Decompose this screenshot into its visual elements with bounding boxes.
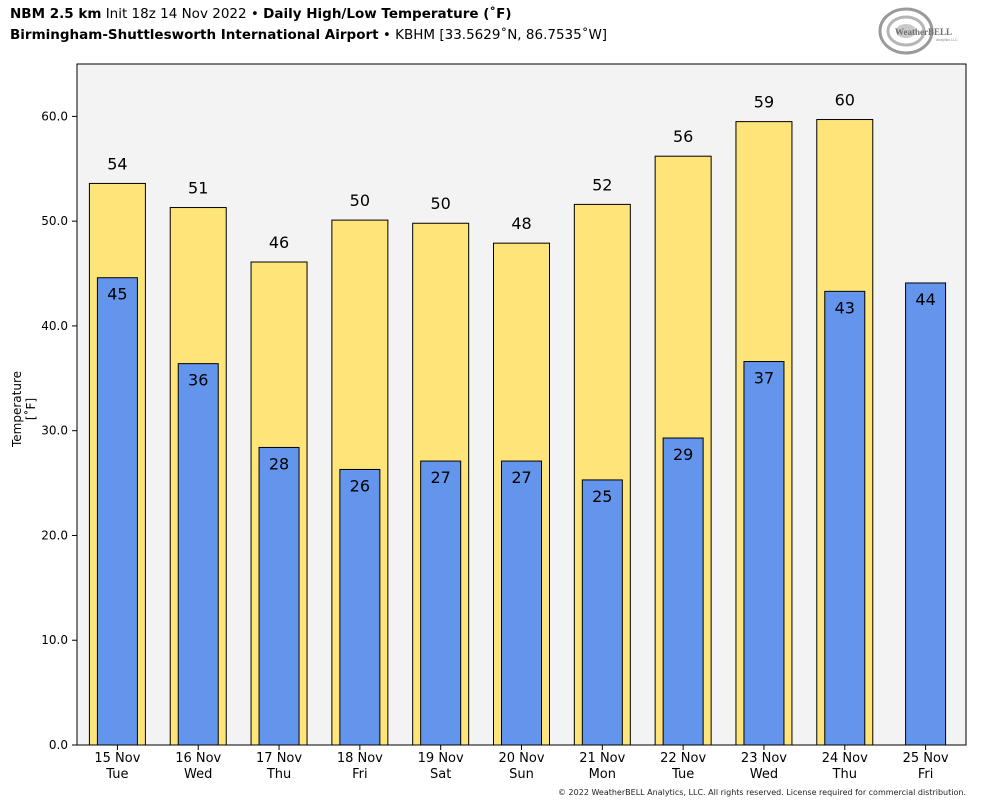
separator-bullet: • — [250, 6, 259, 22]
low-value-label: 36 — [188, 371, 208, 390]
high-value-label: 51 — [188, 179, 208, 198]
init-time: Init 18z 14 Nov 2022 — [105, 6, 247, 22]
model-name: NBM 2.5 km — [10, 6, 102, 22]
x-tick-label-day: Fri — [918, 767, 934, 782]
low-value-label: 45 — [107, 285, 127, 304]
header-line-2: Birmingham-Shuttlesworth International A… — [10, 27, 607, 43]
low-value-label: 28 — [269, 454, 289, 473]
y-tick-label: 0.0 — [49, 738, 68, 752]
low-bar — [824, 290, 866, 746]
low-value-label: 37 — [754, 369, 774, 388]
low-bar — [258, 446, 300, 746]
x-tick-label-day: Sat — [430, 767, 451, 782]
low-value-label: 29 — [673, 445, 693, 464]
low-bar — [96, 277, 138, 746]
y-tick-label: 50.0 — [41, 214, 68, 228]
high-value-label: 50 — [350, 191, 370, 210]
low-value-label: 43 — [835, 298, 855, 317]
low-value-label: 25 — [592, 487, 612, 506]
high-value-label: 50 — [431, 194, 451, 213]
low-bar — [501, 460, 542, 746]
y-tick-label: 10.0 — [41, 633, 68, 647]
header-line-1: NBM 2.5 km Init 18z 14 Nov 2022 • Daily … — [10, 6, 512, 22]
low-bar — [662, 437, 704, 746]
x-tick-label-date: 23 Nov — [741, 751, 787, 766]
x-tick-label-day: Wed — [750, 767, 778, 782]
x-tick-label-date: 18 Nov — [337, 751, 383, 766]
low-value-label: 26 — [350, 476, 370, 495]
low-value-label: 27 — [431, 468, 451, 487]
x-tick-label-day: Mon — [589, 767, 616, 782]
x-tick-label-date: 25 Nov — [903, 751, 949, 766]
high-value-label: 56 — [673, 127, 693, 146]
low-bar — [581, 479, 623, 746]
y-tick-label: 60.0 — [41, 109, 68, 123]
x-tick-label-date: 19 Nov — [418, 751, 464, 766]
high-value-label: 60 — [835, 91, 855, 110]
x-tick-label-date: 20 Nov — [498, 751, 544, 766]
high-value-label: 59 — [754, 93, 774, 112]
low-bar — [339, 468, 381, 746]
product-title: Daily High/Low Temperature (˚F) — [263, 6, 512, 22]
low-bar — [420, 460, 462, 746]
low-bar — [905, 282, 947, 746]
y-tick-label: 20.0 — [41, 528, 68, 542]
x-tick-label-day: Fri — [352, 767, 368, 782]
logo-text: WeatherBELL — [895, 27, 952, 37]
x-tick-label-day: Tue — [671, 767, 694, 782]
low-bar — [743, 361, 785, 746]
logo-subtext: Analytics LLC — [936, 38, 958, 42]
low-bar — [177, 363, 219, 746]
x-tick-label-day: Thu — [266, 767, 291, 782]
x-tick-label-date: 22 Nov — [660, 751, 706, 766]
x-tick-label-date: 15 Nov — [94, 751, 140, 766]
station-name: Birmingham-Shuttlesworth International A… — [10, 27, 379, 43]
high-value-label: 48 — [511, 214, 531, 233]
y-tick-label: 30.0 — [41, 424, 68, 438]
x-tick-label-date: 16 Nov — [175, 751, 221, 766]
x-tick-label-day: Thu — [832, 767, 857, 782]
separator-bullet: • — [382, 27, 391, 43]
x-tick-label-day: Tue — [105, 767, 128, 782]
x-tick-label-day: Sun — [509, 767, 534, 782]
station-info: KBHM [33.5629˚N, 86.7535˚W] — [395, 27, 608, 43]
low-value-label: 27 — [511, 468, 531, 487]
high-value-label: 46 — [269, 233, 289, 252]
low-value-label: 44 — [915, 290, 935, 309]
x-tick-label-date: 17 Nov — [256, 751, 302, 766]
y-tick-label: 40.0 — [41, 319, 68, 333]
x-tick-label-date: 21 Nov — [579, 751, 625, 766]
x-tick-label-date: 24 Nov — [822, 751, 868, 766]
high-value-label: 54 — [107, 154, 127, 173]
x-tick-label-day: Wed — [184, 767, 212, 782]
weatherbell-logo: WeatherBELL Analytics LLC — [878, 7, 958, 55]
copyright-notice: © 2022 WeatherBELL Analytics, LLC. All r… — [558, 788, 966, 797]
high-value-label: 52 — [592, 175, 612, 194]
